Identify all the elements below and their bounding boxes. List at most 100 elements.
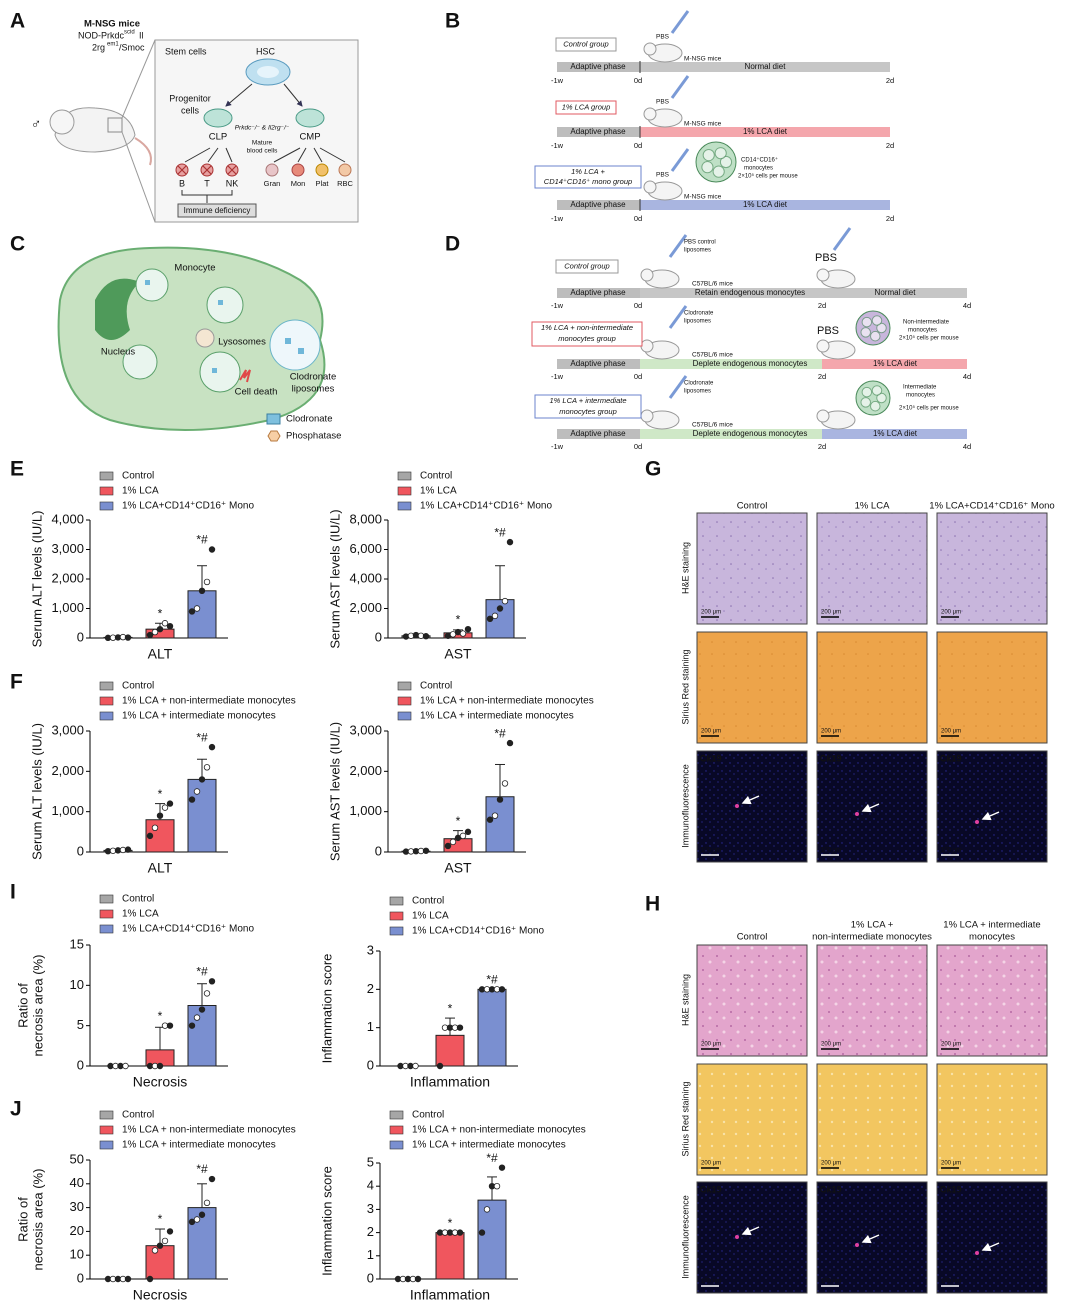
data-point <box>193 1216 201 1223</box>
data-point <box>198 1211 206 1218</box>
legend-swatch <box>99 471 114 481</box>
label: 200 μm <box>701 610 721 616</box>
data-point <box>414 1275 422 1283</box>
data-point <box>166 800 174 807</box>
data-point <box>193 605 201 612</box>
legend-swatch <box>99 1125 114 1135</box>
legend-label: 1% LCA <box>122 486 159 497</box>
y-axis-label: Ratio of <box>15 983 30 1028</box>
cell <box>714 147 727 160</box>
label: Control <box>737 501 768 512</box>
micrograph <box>816 1063 928 1176</box>
y-axis-label: Inflammation score <box>319 1166 334 1276</box>
micrograph <box>696 512 808 625</box>
label: -1w <box>551 76 564 85</box>
data-point <box>156 1242 164 1249</box>
data-point <box>188 608 196 615</box>
label: Prkdc⁻/⁻ & Il2rg⁻/⁻ <box>235 125 290 132</box>
label: liposomes <box>292 384 335 395</box>
syringe <box>670 75 690 99</box>
significance: *# <box>196 730 208 744</box>
label: Adaptive phase <box>570 429 626 438</box>
label: PBS <box>656 172 670 179</box>
label: 100 μm <box>821 1279 841 1285</box>
label: 2×10⁵ cells per mouse <box>899 335 959 342</box>
micrograph <box>936 750 1048 863</box>
y-tick-label: 0 <box>367 1057 374 1072</box>
data-point <box>498 1164 506 1171</box>
bar <box>435 1034 465 1067</box>
label: monocytes <box>906 393 935 399</box>
y-tick-label: 6,000 <box>349 541 382 556</box>
label: Ck19 <box>940 1184 962 1194</box>
label: Lysosomes <box>218 337 266 348</box>
arrow <box>861 1234 880 1244</box>
legend-label: 1% LCA + intermediate monocytes <box>412 1140 566 1151</box>
timeline <box>640 200 890 210</box>
arrow <box>981 1242 1000 1252</box>
label: -1w <box>551 372 564 381</box>
timeline <box>640 429 822 439</box>
mouse-head <box>640 339 654 353</box>
legend-label: 1% LCA+CD14⁺CD16⁺ Mono <box>420 501 552 512</box>
data-point <box>506 739 514 747</box>
label: 1% LCA + <box>851 920 894 931</box>
data-point <box>464 625 472 633</box>
label: 2×10⁵ cells per mouse <box>899 405 959 412</box>
data-point <box>188 1218 196 1226</box>
label: 0d <box>634 141 642 150</box>
label: monocytes <box>969 932 1015 943</box>
label: C57BL/6 mice <box>692 422 733 429</box>
label: 0d <box>634 442 642 451</box>
significance: * <box>448 1001 453 1015</box>
label: Control <box>737 932 768 943</box>
label: 200 μm <box>821 729 841 735</box>
label: Ck19 <box>700 753 722 763</box>
label: PBS <box>656 99 670 106</box>
data-point <box>198 587 206 594</box>
data-point <box>156 812 164 819</box>
y-axis-label: Inflammation score <box>319 954 334 1064</box>
label: 200 μm <box>701 1161 721 1167</box>
syringe <box>668 234 688 258</box>
y-axis-label: necrosis area (%) <box>30 1169 45 1271</box>
data-point <box>161 1237 169 1245</box>
y-tick-label: 2,000 <box>349 763 382 778</box>
panel-letter: C <box>10 233 25 256</box>
y-tick-label: 1,000 <box>51 600 84 615</box>
bar <box>187 1207 217 1280</box>
y-tick-label: 2,000 <box>349 600 382 615</box>
cell <box>871 315 883 326</box>
label: CD14⁺CD16⁺ <box>741 157 778 164</box>
label: 100 μm <box>941 1279 961 1285</box>
significance: *# <box>486 1151 498 1165</box>
y-axis-label: Serum ALT levels (IU/L) <box>29 511 44 648</box>
label: PBS <box>817 325 839 337</box>
data-point <box>422 633 430 640</box>
label: /Smoc <box>119 42 145 52</box>
y-tick-label: 0 <box>375 843 382 858</box>
row-label: H&E staining <box>680 542 690 594</box>
x-axis-label: Inflammation <box>410 1074 490 1090</box>
label: 200 μm <box>941 729 961 735</box>
data-point <box>161 804 169 811</box>
data-point <box>166 623 174 630</box>
significance: *# <box>196 1162 208 1176</box>
significance: *# <box>486 973 498 987</box>
y-axis-label: Serum ALT levels (IU/L) <box>29 723 44 860</box>
label: Gran <box>264 179 281 188</box>
label: 200 μm <box>701 729 721 735</box>
legend-swatch <box>99 486 114 496</box>
syringe <box>832 227 852 251</box>
data-point <box>146 1275 154 1283</box>
timeline <box>640 127 890 137</box>
label: 1% LCA diet <box>873 429 918 438</box>
y-tick-label: 2,000 <box>51 763 84 778</box>
cell <box>702 149 715 162</box>
label: scid <box>124 30 135 36</box>
label: 1% LCA diet <box>743 200 788 209</box>
label: PBS control <box>684 240 716 246</box>
data-point <box>456 1229 464 1236</box>
timeline <box>822 359 967 369</box>
group-box <box>555 100 617 115</box>
